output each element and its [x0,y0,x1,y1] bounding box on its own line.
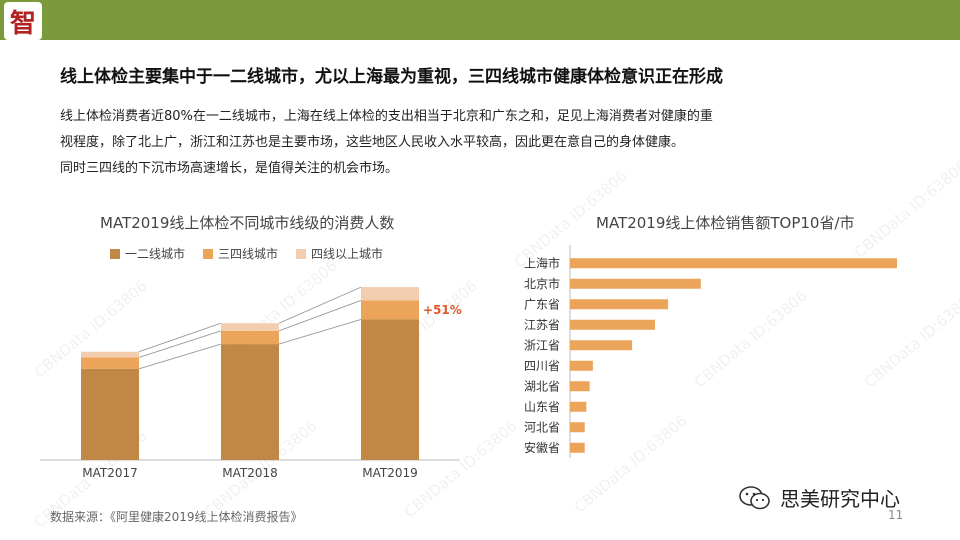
bar [570,258,897,269]
bar-segment [81,368,139,460]
body-line: 同时三四线的下沉市场高速增长，是值得关注的机会市场。 [60,161,399,176]
body-line: 线上体检消费者近80%在一二线城市，上海在线上体检的支出相当于北京和广东之和，足… [60,109,713,124]
x-tick-label: MAT2019 [362,466,418,480]
bar [570,422,585,433]
brand-name: 思美研究中心 [780,487,900,511]
trend-connector [278,318,362,345]
y-tick-label: 山东省 [524,400,560,414]
logo: 智 [4,2,42,40]
y-tick-label: 上海市 [524,255,560,270]
y-tick-label: 湖北省 [524,378,560,393]
chart-title-left: MAT2019线上体检不同城市线级的消费人数 [100,214,395,232]
legend-swatch [203,248,214,259]
chart-title-right: MAT2019线上体检销售额TOP10省/市 [596,214,855,232]
legend-swatch [110,248,120,259]
top-banner [0,0,960,40]
bar [570,299,669,310]
bar-segment [221,344,279,460]
stacked-bar-chart: MAT2017 MAT2018 MAT2019 +51% [40,286,462,480]
bar [570,360,593,371]
trend-connector [138,330,222,358]
chart-legend: 一二线城市 三四线城市 四线以上城市 [110,245,383,262]
trend-connector [138,322,222,353]
trend-connector [278,299,362,332]
y-tick-label: 江苏省 [524,318,560,332]
bar-segment [221,323,279,331]
legend-label: 三四线城市 [218,247,279,261]
legend-label: 一二线城市 [125,247,186,261]
y-tick-label: 四川省 [524,359,560,373]
bar-segment [361,300,419,320]
bar [570,401,587,412]
growth-annotation: +51% [423,303,462,317]
bar [570,381,590,392]
page-headline: 线上体检主要集中于一二线城市，尤以上海最为重视，三四线城市健康体检意识正在形成 [60,67,723,87]
bar-segment [361,319,419,460]
body-line: 视程度，除了北上广，浙江和江苏也是主要市场，这些地区人民收入水平较高，因此更在意… [60,135,685,150]
trend-connector [138,343,222,370]
legend-item: 四线以上城市 [296,245,383,262]
legend-item: 一二线城市 [110,245,185,262]
bar-segment [81,351,139,358]
y-tick-label: 北京市 [524,276,560,291]
wechat-icon [739,485,770,509]
y-tick-label: 广东省 [524,297,560,311]
bar [570,340,633,351]
legend-label: 四线以上城市 [311,247,384,261]
y-tick-label: 安徽省 [524,440,560,455]
x-tick-label: MAT2018 [222,466,278,480]
bar [570,319,656,330]
bar-segment [361,287,419,301]
y-tick-label: 浙江省 [524,338,560,352]
x-tick-label: MAT2017 [82,466,138,480]
y-tick-label: 河北省 [524,420,560,434]
brand-signature: 思美研究中心 [738,483,900,512]
bar [570,442,585,453]
trend-connector [278,286,362,324]
bar-segment [81,357,139,369]
bar [570,278,701,289]
logo-glyph: 智 [9,8,36,39]
legend-item: 三四线城市 [203,245,278,262]
page-number: 11 [888,508,904,522]
legend-swatch [296,248,307,259]
body-paragraph: 线上体检消费者近80%在一二线城市，上海在线上体检的支出相当于北京和广东之和，足… [60,104,820,182]
bar-segment [221,330,279,345]
data-source: 数据来源：《阿里健康2019线上体检消费报告》 [50,510,303,524]
